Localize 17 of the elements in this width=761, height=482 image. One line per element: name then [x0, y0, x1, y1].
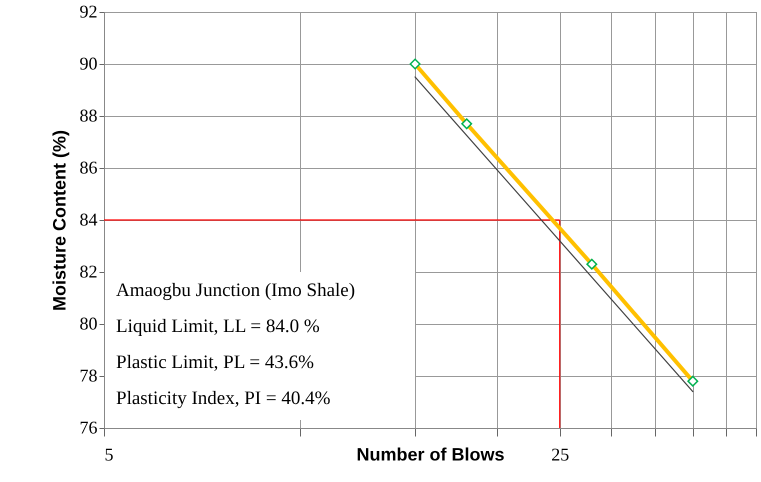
- x-tick-label: 25: [551, 444, 570, 464]
- x-axis-title: Number of Blows: [356, 444, 505, 464]
- annotation: Liquid Limit, LL = 84.0 %: [116, 316, 320, 337]
- annotation: Plasticity Index, PI = 40.4%: [116, 388, 331, 409]
- y-tick-label: 86: [80, 158, 98, 178]
- x-tick-label: 5: [104, 444, 114, 464]
- y-axis-title: Moisture Content (%): [50, 130, 70, 311]
- y-tick-label: 82: [80, 262, 98, 282]
- y-tick-label: 88: [80, 106, 98, 126]
- y-tick-label: 90: [80, 54, 98, 74]
- y-tick-label: 92: [80, 2, 98, 22]
- y-tick-label: 78: [80, 366, 98, 386]
- annotation: Plastic Limit, PL = 43.6%: [116, 352, 314, 373]
- y-tick-label: 84: [80, 210, 98, 230]
- y-tick-label: 76: [80, 418, 98, 438]
- annotation: Amaogbu Junction (Imo Shale): [116, 280, 356, 301]
- y-tick-label: 80: [80, 314, 98, 334]
